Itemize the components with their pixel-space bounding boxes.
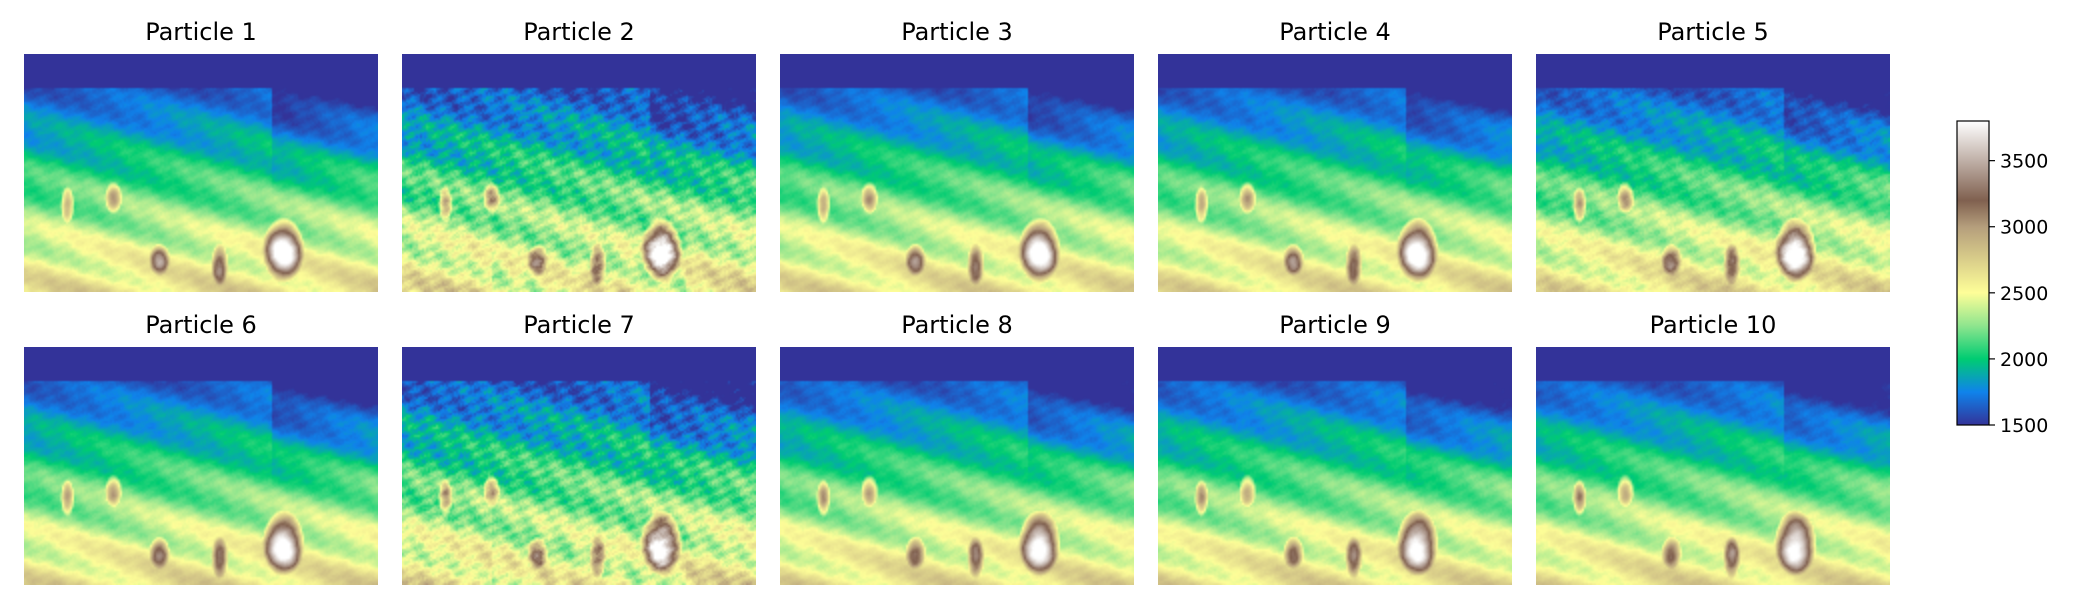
panel-title: Particle 2 xyxy=(523,18,635,46)
panel-title: Particle 7 xyxy=(523,311,635,339)
panel-title: Particle 10 xyxy=(1650,311,1777,339)
panel-heatmap xyxy=(1158,347,1512,585)
panel-heatmap xyxy=(1158,54,1512,292)
panel-7: Particle 7 xyxy=(402,311,756,585)
panel-heatmap xyxy=(24,347,378,585)
panel-title: Particle 4 xyxy=(1279,18,1391,46)
panel-1: Particle 1 xyxy=(24,18,378,292)
panel-title: Particle 1 xyxy=(145,18,257,46)
panel-title: Particle 6 xyxy=(145,311,257,339)
panel-10: Particle 10 xyxy=(1536,311,1890,585)
panel-title: Particle 9 xyxy=(1279,311,1391,339)
panel-title: Particle 8 xyxy=(901,311,1013,339)
panel-9: Particle 9 xyxy=(1158,311,1512,585)
panel-5: Particle 5 xyxy=(1536,18,1890,292)
panel-heatmap xyxy=(780,54,1134,292)
panel-3: Particle 3 xyxy=(780,18,1134,292)
colorbar-tick-label: 2500 xyxy=(2000,283,2048,305)
panel-heatmap xyxy=(402,347,756,585)
colorbar: 1500 2000 2500 3000 3500 xyxy=(1956,120,2048,437)
colorbar-tick-label: 3000 xyxy=(2000,217,2048,239)
panel-heatmap xyxy=(1536,54,1890,292)
panel-2: Particle 2 xyxy=(402,18,756,292)
panel-title: Particle 3 xyxy=(901,18,1013,46)
colorbar-tick-label: 1500 xyxy=(2000,415,2048,437)
panel-4: Particle 4 xyxy=(1158,18,1512,292)
panel-heatmap xyxy=(780,347,1134,585)
panel-heatmap xyxy=(24,54,378,292)
colorbar-tick-label: 2000 xyxy=(2000,349,2048,371)
panel-8: Particle 8 xyxy=(780,311,1134,585)
panel-6: Particle 6 xyxy=(24,311,378,585)
panel-grid: Particle 1 Particle 2 Particle 3 Particle 4… xyxy=(24,18,1890,585)
panel-heatmap xyxy=(402,54,756,292)
panel-heatmap xyxy=(1536,347,1890,585)
colorbar-tick-label: 3500 xyxy=(2000,151,2048,173)
panel-title: Particle 5 xyxy=(1657,18,1769,46)
colorbar-gradient xyxy=(1956,120,1990,426)
